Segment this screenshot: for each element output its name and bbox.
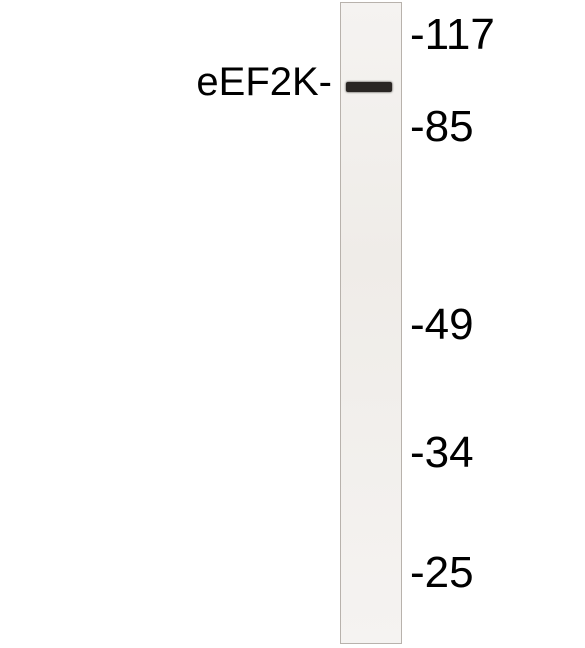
blot-lane	[340, 2, 402, 644]
protein-band-eef2k	[346, 82, 392, 92]
mw-marker-85: -85	[410, 102, 474, 152]
mw-marker-25: -25	[410, 548, 474, 598]
mw-marker-117: -117	[410, 10, 495, 60]
mw-marker-34: -34	[410, 428, 474, 478]
band-label: eEF2K-	[132, 60, 332, 105]
western-blot-figure: eEF2K- -117 -85 -49 -34 -25	[0, 0, 585, 648]
mw-marker-49: -49	[410, 300, 474, 350]
